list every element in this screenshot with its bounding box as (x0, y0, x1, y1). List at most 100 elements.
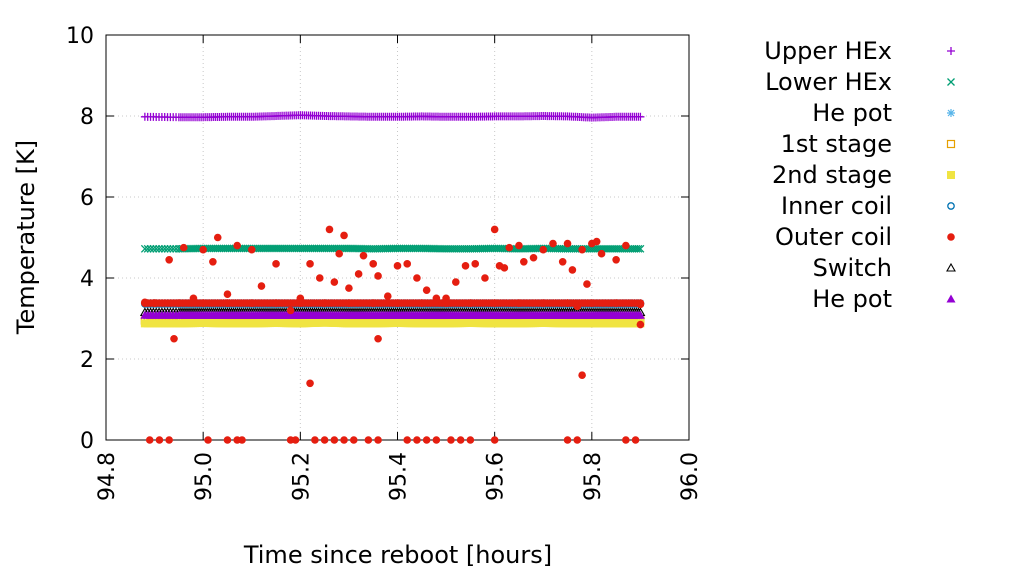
data-point (563, 239, 572, 248)
legend-label: He pot (812, 285, 892, 313)
data-point (209, 258, 217, 266)
data-point (354, 270, 363, 278)
legend-marker (946, 294, 956, 303)
x-tick-label: 96.0 (678, 452, 703, 501)
grid (105, 34, 690, 441)
legend-label: 1st stage (781, 130, 892, 158)
data-point (578, 245, 586, 254)
data-point (160, 244, 169, 253)
data-point (330, 436, 339, 444)
legend-label: Lower HEx (765, 68, 892, 96)
data-point (622, 436, 630, 444)
data-point (320, 436, 329, 444)
data-point (529, 253, 538, 262)
data-point (233, 241, 241, 250)
data-point (413, 436, 421, 444)
legend-marker (947, 47, 955, 55)
legend-label: He pot (812, 99, 892, 127)
data-point (165, 436, 173, 444)
data-point (199, 245, 207, 254)
data-point (490, 436, 499, 444)
data-point (635, 310, 645, 319)
x-axis-label: Time since reboot [hours] (243, 541, 552, 569)
data-point (349, 436, 358, 444)
legend-marker (947, 171, 955, 179)
data-point (578, 371, 586, 380)
legend: Upper HEx Lower HEx He pot 1st stage 2nd sta… (764, 37, 956, 313)
data-point (481, 274, 489, 282)
x-tick-label: 94.8 (95, 452, 120, 501)
data-point (374, 436, 382, 444)
data-point (403, 436, 412, 444)
data-point (563, 436, 572, 444)
data-point (325, 225, 334, 234)
data-point (369, 260, 378, 268)
legend-marker (946, 139, 956, 149)
data-point (422, 436, 431, 444)
data-point (364, 436, 373, 444)
data-point (157, 244, 166, 253)
y-tick-label: 8 (80, 105, 94, 130)
data-point (272, 260, 280, 268)
series-6 (141, 225, 645, 444)
data-point (140, 244, 149, 253)
data-point (149, 244, 158, 253)
x-tick-label: 95.6 (484, 452, 509, 501)
data-point (340, 436, 348, 444)
data-point (636, 320, 645, 329)
data-marks (139, 111, 646, 444)
data-point (500, 264, 509, 272)
data-point (456, 436, 465, 444)
data-point (520, 258, 528, 266)
data-point (145, 436, 154, 444)
data-point (490, 225, 499, 234)
data-point (238, 436, 246, 444)
data-point (432, 436, 441, 444)
data-point (631, 436, 640, 444)
data-point (558, 258, 567, 266)
data-point (636, 112, 645, 121)
data-point (568, 266, 577, 274)
legend-label: Upper HEx (764, 37, 892, 65)
data-point (223, 290, 232, 299)
data-point (413, 274, 421, 282)
data-point (633, 299, 642, 307)
data-point (393, 262, 402, 270)
data-point (340, 231, 348, 240)
data-point (383, 292, 392, 301)
data-point (335, 249, 344, 258)
data-point (315, 274, 324, 282)
y-axis-label: Temperature [K] (12, 140, 40, 335)
data-point (247, 245, 256, 254)
data-point (359, 251, 368, 260)
data-point (597, 249, 606, 258)
data-point (505, 243, 514, 252)
data-point (471, 260, 480, 268)
legend-marker (947, 109, 955, 117)
data-point (612, 255, 620, 264)
data-point (515, 241, 523, 250)
y-tick-label: 4 (80, 267, 94, 292)
x-tick-label: 95.8 (581, 452, 606, 501)
legend-marker (947, 202, 955, 210)
legend-label: Switch (813, 254, 892, 282)
data-point (345, 284, 353, 292)
data-point (422, 286, 431, 294)
x-tick-label: 95.4 (387, 452, 412, 501)
data-point (452, 278, 460, 286)
data-point (549, 239, 557, 248)
data-point (330, 278, 339, 286)
series-4 (140, 318, 645, 328)
legend-label: Outer coil (775, 223, 892, 251)
data-point (166, 244, 175, 253)
series-0 (140, 111, 645, 122)
axis-ticks: 0 2 4 6 8 10 94.8 95.0 95.2 95.4 95.6 95.8 96.0 (66, 24, 703, 501)
data-point (311, 436, 319, 444)
data-point (257, 282, 266, 290)
data-point (165, 255, 173, 264)
data-point (169, 244, 178, 253)
data-point (306, 260, 314, 268)
y-tick-label: 0 (80, 429, 94, 454)
data-point (447, 436, 455, 444)
